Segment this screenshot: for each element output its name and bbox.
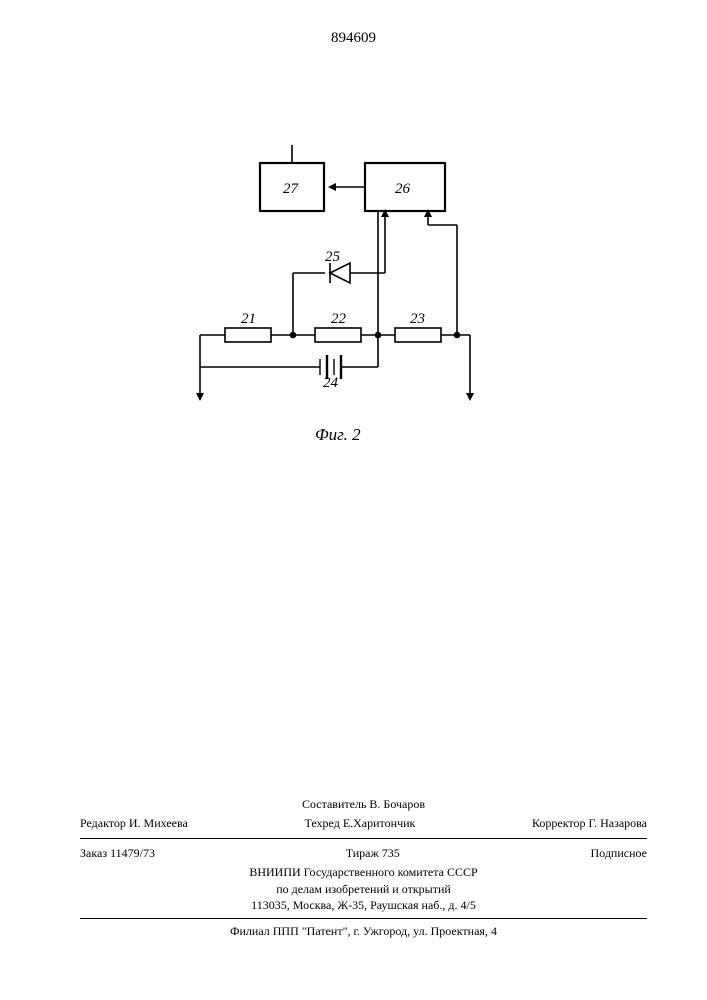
- editor: Редактор И. Михеева: [80, 815, 188, 832]
- label-21: 21: [241, 311, 256, 327]
- document-number: 894609: [0, 30, 707, 47]
- corr-label: Корректор: [532, 816, 586, 830]
- tech-name: Е.Харитончик: [343, 816, 416, 830]
- compiler-label: Составитель: [302, 797, 366, 811]
- page: 894609: [0, 0, 707, 1000]
- address-line: 113035, Москва, Ж-35, Раушская наб., д. …: [80, 897, 647, 914]
- label-26: 26: [395, 181, 411, 197]
- rule-2: [80, 918, 647, 919]
- compiler-line: Составитель В. Бочаров: [80, 796, 647, 813]
- subscription: Подписное: [591, 845, 648, 862]
- print-run-value: 735: [382, 846, 400, 860]
- order-label: Заказ: [80, 846, 107, 860]
- circuit-diagram: 21 22 23 24 25 26 27: [185, 145, 505, 435]
- label-24: 24: [323, 375, 339, 391]
- print-run-label: Тираж: [346, 846, 379, 860]
- label-25: 25: [325, 249, 341, 265]
- label-27: 27: [283, 181, 300, 197]
- label-23: 23: [410, 311, 425, 327]
- imprint-block: Составитель В. Бочаров Редактор И. Михее…: [80, 796, 647, 940]
- tech-label: Техред: [304, 816, 339, 830]
- order-no: 11479/73: [110, 846, 155, 860]
- tech: Техред Е.Харитончик: [304, 815, 415, 832]
- credits-row: Редактор И. Михеева Техред Е.Харитончик …: [80, 813, 647, 834]
- org-line-1: ВНИИПИ Государственного комитета СССР: [80, 864, 647, 881]
- editor-name: И. Михеева: [129, 816, 188, 830]
- branch-line: Филиал ППП "Патент", г. Ужгород, ул. Про…: [80, 923, 647, 940]
- print-run: Тираж 735: [346, 845, 400, 862]
- order-row: Заказ 11479/73 Тираж 735 Подписное: [80, 843, 647, 864]
- figure-caption: Фиг. 2: [315, 425, 361, 445]
- org-line-2: по делам изобретений и открытий: [80, 881, 647, 898]
- order: Заказ 11479/73: [80, 845, 155, 862]
- compiler-name: В. Бочаров: [369, 797, 425, 811]
- corr-name: Г. Назарова: [589, 816, 647, 830]
- label-22: 22: [331, 311, 347, 327]
- corrector: Корректор Г. Назарова: [532, 815, 647, 832]
- rule-1: [80, 838, 647, 839]
- editor-label: Редактор: [80, 816, 126, 830]
